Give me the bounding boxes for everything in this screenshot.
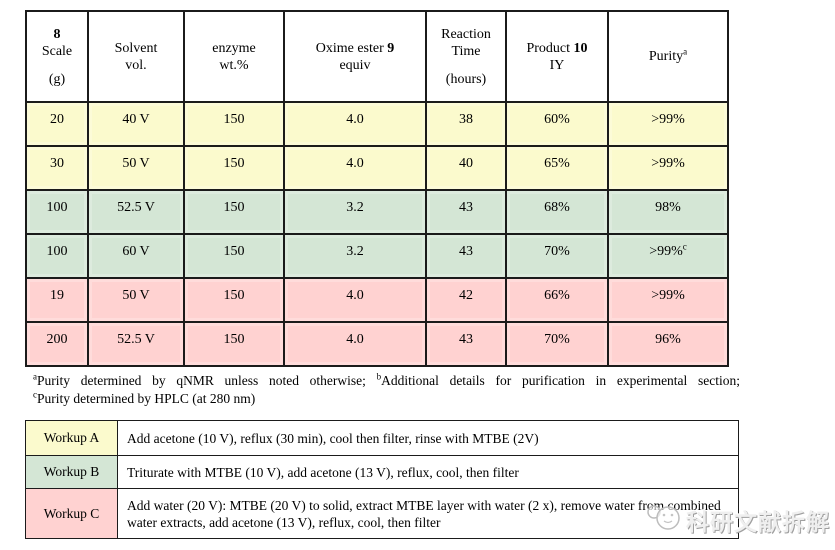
workup-b-description: Triturate with MTBE (10 V), add acetone … (117, 455, 739, 489)
cell-scale: 30 (25, 145, 89, 191)
cell-solvent: 60 V (87, 233, 185, 279)
footnote-b-text: Additional details for purification in e… (381, 373, 740, 388)
footnote-c-text: Purity determined by HPLC (at 280 nm) (37, 390, 256, 406)
col-header-reaction-time: Reaction Time (hours) (425, 10, 507, 103)
workup-row-b: Workup B Triturate with MTBE (10 V), add… (25, 455, 739, 489)
cell-oxime: 3.2 (283, 233, 427, 279)
table-row: 30 50 V 150 4.0 40 65% >99% (25, 145, 729, 191)
table-row: 100 60 V 150 3.2 43 70% >99%c (25, 233, 729, 279)
cell-enzyme: 150 (183, 189, 285, 235)
cell-solvent: 50 V (87, 277, 185, 323)
table-row: 100 52.5 V 150 3.2 43 68% 98% (25, 189, 729, 235)
cell-purity: >99% (607, 145, 729, 191)
footnote-marker-c: c (33, 389, 37, 399)
cell-time: 42 (425, 277, 507, 323)
cell-purity: >99%c (607, 233, 729, 279)
compound-8-label: 8 (53, 26, 61, 42)
cell-time: 38 (425, 101, 507, 147)
cell-enzyme: 150 (183, 145, 285, 191)
workup-a-description: Add acetone (10 V), reflux (30 min), coo… (117, 420, 739, 456)
footnote-marker-a: a (683, 45, 688, 56)
cell-oxime: 3.2 (283, 189, 427, 235)
cell-purity: 96% (607, 321, 729, 367)
col-header-purity: Puritya (607, 10, 729, 103)
cell-scale: 100 (25, 233, 89, 279)
cell-solvent: 52.5 V (87, 321, 185, 367)
cell-enzyme: 150 (183, 321, 285, 367)
cell-solvent: 52.5 V (87, 189, 185, 235)
cell-solvent: 50 V (87, 145, 185, 191)
col-header-product-iy: Product 10 IY (505, 10, 609, 103)
footnote-marker-c: c (682, 240, 687, 251)
table-row: 19 50 V 150 4.0 42 66% >99% (25, 277, 729, 323)
cell-product: 70% (505, 233, 609, 279)
workup-a-label: Workup A (25, 420, 118, 456)
table-row: 20 40 V 150 4.0 38 60% >99% (25, 101, 729, 147)
col-header-oxime-ester-equiv: Oxime ester 9 equiv (283, 10, 427, 103)
footnote-line-2: cPurity determined by HPLC (at 280 nm) (33, 390, 740, 408)
cell-scale: 100 (25, 189, 89, 235)
cell-scale: 200 (25, 321, 89, 367)
workup-c-description: Add water (20 V): MTBE (20 V) to solid, … (117, 488, 739, 539)
workup-c-label: Workup C (25, 488, 118, 539)
cell-product: 65% (505, 145, 609, 191)
compound-9-label: 9 (387, 40, 395, 56)
cell-oxime: 4.0 (283, 277, 427, 323)
cell-time: 43 (425, 233, 507, 279)
cell-solvent: 40 V (87, 101, 185, 147)
col-header-enzyme-wt: enzyme wt.% (183, 10, 285, 103)
footnote-marker-b: b (376, 371, 382, 382)
cell-product: 60% (505, 101, 609, 147)
cell-purity: >99% (607, 101, 729, 147)
cell-enzyme: 150 (183, 233, 285, 279)
header-row: 8 Scale (g) Solvent vol. enzyme wt.% Oxi… (25, 10, 729, 103)
cell-oxime: 4.0 (283, 101, 427, 147)
footnotes: aPurity determined by qNMR unless noted … (33, 372, 740, 407)
footnote-line-1: aPurity determined by qNMR unless noted … (33, 372, 740, 390)
cell-enzyme: 150 (183, 101, 285, 147)
cell-scale: 19 (25, 277, 89, 323)
footnote-a-text: Purity determined by qNMR unless noted o… (37, 373, 377, 388)
cell-oxime: 4.0 (283, 321, 427, 367)
cell-product: 66% (505, 277, 609, 323)
cell-time: 43 (425, 189, 507, 235)
workup-table: Workup A Add acetone (10 V), reflux (30 … (25, 420, 739, 539)
workup-row-c: Workup C Add water (20 V): MTBE (20 V) t… (25, 488, 739, 539)
workup-b-label: Workup B (25, 455, 118, 489)
col-header-solvent-vol: Solvent vol. (87, 10, 185, 103)
cell-product: 70% (505, 321, 609, 367)
cell-product: 68% (505, 189, 609, 235)
table-row: 200 52.5 V 150 4.0 43 70% 96% (25, 321, 729, 367)
cell-time: 40 (425, 145, 507, 191)
cell-time: 43 (425, 321, 507, 367)
cell-enzyme: 150 (183, 277, 285, 323)
cell-purity: >99% (607, 277, 729, 323)
cell-scale: 20 (25, 101, 89, 147)
cell-purity: 98% (607, 189, 729, 235)
reaction-conditions-table: 8 Scale (g) Solvent vol. enzyme wt.% Oxi… (25, 10, 729, 367)
footnote-marker-a: a (33, 371, 37, 382)
workup-row-a: Workup A Add acetone (10 V), reflux (30 … (25, 420, 739, 456)
compound-10-label: 10 (573, 40, 588, 56)
cell-oxime: 4.0 (283, 145, 427, 191)
col-header-scale: 8 Scale (g) (25, 10, 89, 103)
